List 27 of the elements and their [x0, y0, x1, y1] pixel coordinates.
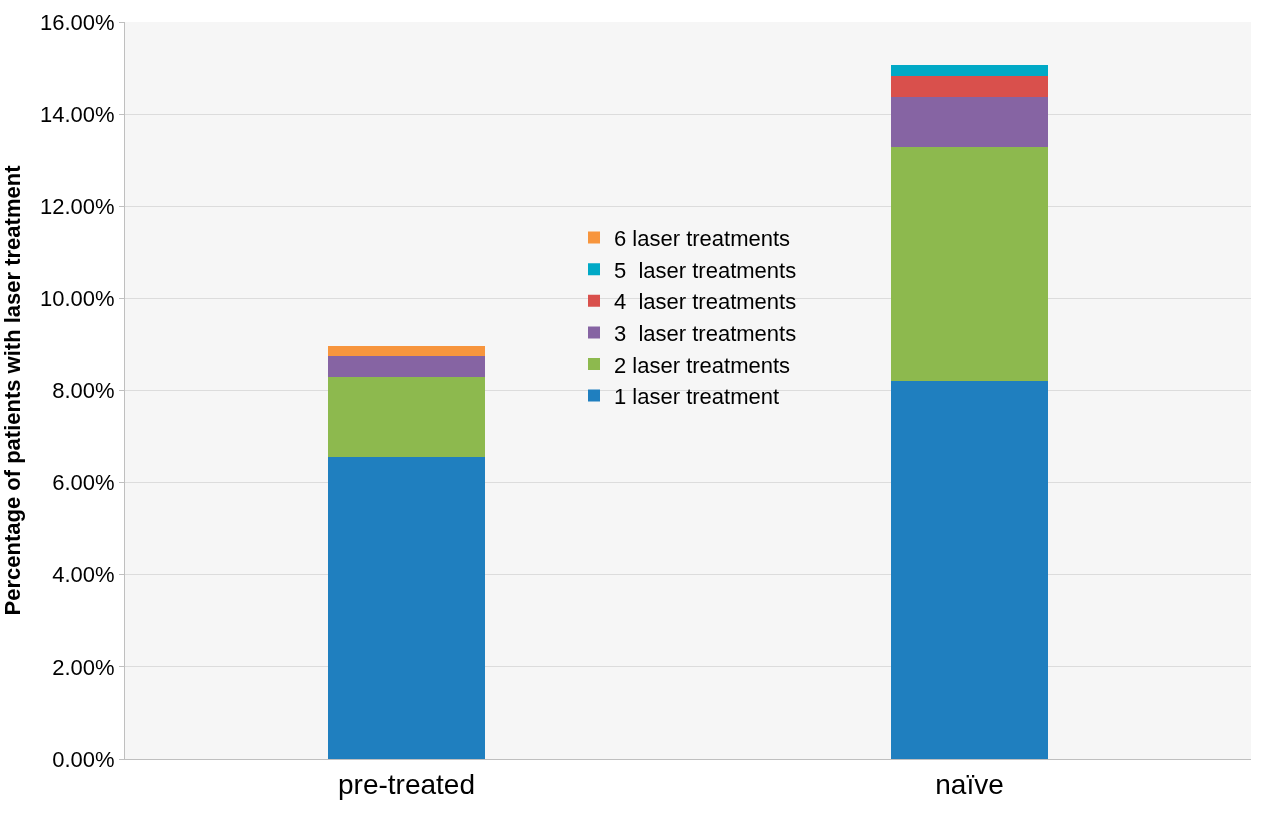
x-tick-label: pre-treated — [338, 768, 475, 800]
bar — [890, 75, 1049, 97]
y-tick-label: 6.00% — [52, 470, 115, 496]
bar — [327, 457, 486, 759]
bar — [890, 381, 1049, 759]
bar — [890, 96, 1049, 147]
legend-label: 5 laser treatments — [614, 257, 797, 283]
y-tick-label: 14.00% — [39, 101, 115, 127]
legend-label: 1 laser treatment — [614, 384, 780, 410]
legend-label: 3 laser treatments — [614, 320, 797, 346]
bar — [327, 345, 486, 356]
legend-label: 4 laser treatments — [614, 289, 797, 315]
y-tick-label: 0.00% — [52, 746, 115, 772]
y-tick-label: 2.00% — [52, 654, 115, 680]
y-tick-label: 16.00% — [39, 9, 115, 35]
y-tick-label: 12.00% — [39, 193, 115, 219]
bar — [890, 146, 1049, 382]
legend-label: 6 laser treatments — [614, 226, 791, 252]
legend-label: 2 laser treatments — [614, 352, 791, 378]
x-tick-label: naïve — [935, 768, 1004, 800]
bar — [327, 376, 486, 458]
y-tick-label: 4.00% — [52, 562, 115, 588]
y-tick-label: 10.00% — [39, 286, 115, 312]
y-axis-title: Percentage of patients with laser treatment — [0, 164, 25, 616]
bar — [890, 64, 1049, 76]
bar — [327, 355, 486, 377]
y-tick-label: 8.00% — [52, 378, 115, 404]
